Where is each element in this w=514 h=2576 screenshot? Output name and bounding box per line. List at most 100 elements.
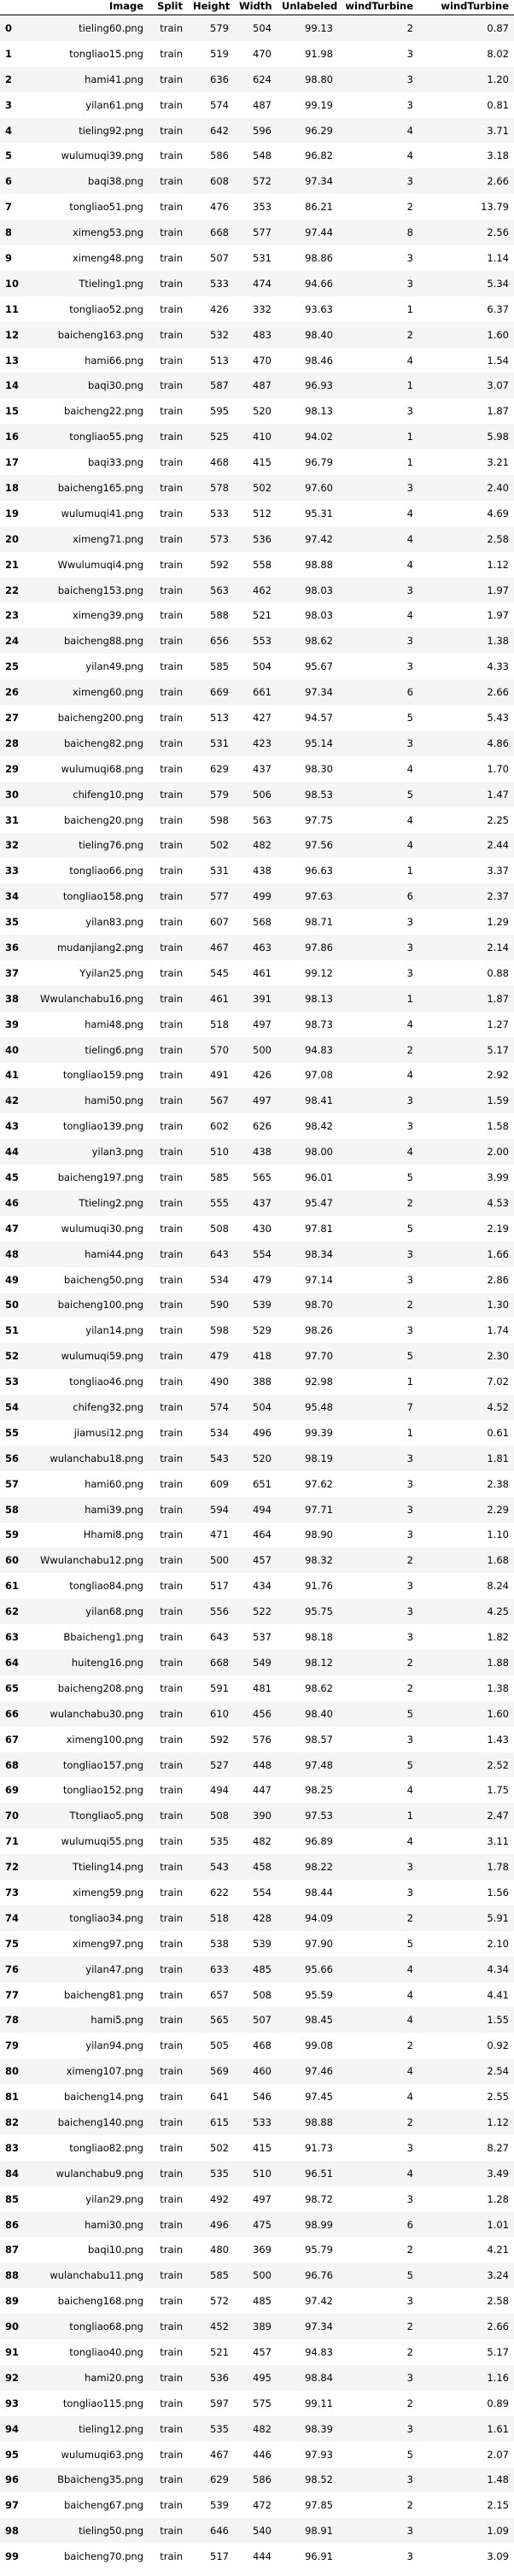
- split-cell: train: [160, 916, 183, 929]
- split-cell: train: [160, 1069, 183, 1082]
- image-cell: tongliao152.png: [62, 1784, 143, 1797]
- windturbine-percent-cell: 1.27: [487, 1018, 509, 1030]
- unlabeled-cell: 96.01: [305, 1171, 333, 1184]
- column-header-windturbine-count: windTurbine: [338, 0, 418, 15]
- split-cell: train: [149, 2110, 188, 2135]
- height-cell: 607: [210, 916, 229, 929]
- unlabeled-cell: 98.91: [277, 2518, 338, 2544]
- row-index: 6: [0, 168, 29, 195]
- image-cell: tongliao115.png: [62, 2397, 143, 2409]
- windturbine-count-cell: 6: [338, 883, 418, 910]
- windturbine-percent-cell: 3.07: [418, 373, 514, 399]
- windturbine-count-cell: 3: [338, 1088, 418, 1114]
- height-cell: 533: [210, 507, 229, 519]
- width-cell: 512: [253, 507, 272, 519]
- width-cell: 470: [253, 47, 272, 60]
- width-cell: 447: [253, 1784, 272, 1797]
- image-cell: baicheng82.png: [29, 730, 149, 756]
- windturbine-percent-cell: 1.38: [487, 1681, 509, 1694]
- unlabeled-cell: 98.34: [277, 1241, 338, 1267]
- table-row: 8 ximeng53.png train 668 577 97.44 8 2.56: [0, 220, 514, 246]
- row-index: 21: [5, 558, 20, 571]
- unlabeled-cell: 97.46: [277, 2058, 338, 2085]
- height-cell: 668: [188, 1650, 234, 1675]
- windturbine-percent-cell: 4.33: [487, 660, 509, 673]
- table-row: 67 ximeng100.png train 592 576 98.57 3 1.43: [0, 1727, 514, 1752]
- table-row: 59 Hhami8.png train 471 464 98.90 3 1.10: [0, 1523, 514, 1548]
- table-row: 83 tongliao82.png train 502 415 91.73 3 8.27: [0, 2135, 514, 2161]
- windturbine-count-cell: 3: [406, 1580, 413, 1593]
- width-cell: 448: [234, 1752, 277, 1778]
- width-cell: 553: [234, 628, 277, 654]
- windturbine-count-cell: 3: [406, 1529, 413, 1541]
- image-cell: wulumuqi39.png: [61, 150, 143, 162]
- windturbine-percent-cell: 1.68: [418, 1547, 514, 1574]
- table-row: 73 ximeng59.png train 622 554 98.44 3 1.56: [0, 1880, 514, 1905]
- windturbine-percent-cell: 1.20: [418, 66, 514, 92]
- height-cell: 533: [188, 270, 234, 296]
- split-cell: train: [149, 883, 188, 910]
- image-cell: ximeng59.png: [72, 1886, 143, 1898]
- row-index: 23: [5, 609, 20, 622]
- height-cell: 490: [210, 1376, 229, 1388]
- windturbine-count-cell: 2: [338, 1036, 418, 1063]
- windturbine-percent-cell: 2.66: [418, 679, 514, 706]
- windturbine-count-cell: 1: [406, 1376, 413, 1388]
- image-cell: baicheng168.png: [57, 2295, 143, 2308]
- table-row: 60 Wwulanchabu12.png train 500 457 98.32 2 1.68: [0, 1547, 514, 1574]
- width-cell: 504: [253, 660, 272, 673]
- split-cell: train: [149, 1599, 188, 1625]
- width-cell: 554: [234, 1241, 277, 1267]
- table-row: 70 Ttongliao5.png train 508 390 97.53 1 2.47: [0, 1803, 514, 1829]
- height-cell: 594: [188, 1496, 234, 1523]
- image-cell: baicheng14.png: [64, 2091, 143, 2104]
- height-cell: 574: [210, 98, 229, 111]
- unlabeled-cell: 97.85: [305, 2499, 333, 2512]
- unlabeled-cell: 97.48: [277, 1752, 338, 1778]
- split-cell: train: [160, 354, 183, 367]
- split-cell: train: [160, 507, 183, 519]
- unlabeled-cell: 98.39: [277, 2415, 338, 2442]
- split-cell: train: [149, 1904, 188, 1931]
- windturbine-percent-cell: 1.59: [418, 1088, 514, 1114]
- split-cell: train: [149, 525, 188, 552]
- windturbine-count-cell: 3: [406, 966, 413, 979]
- table-row: 17 baqi33.png train 468 415 96.79 1 3.21: [0, 449, 514, 475]
- windturbine-percent-cell: 6.37: [487, 302, 509, 315]
- width-cell: 475: [234, 2211, 277, 2238]
- table-row: 9 ximeng48.png train 507 531 98.86 3 1.14: [0, 245, 514, 271]
- windturbine-count-cell: 3: [406, 2192, 413, 2205]
- image-cell: yilan61.png: [85, 98, 143, 111]
- windturbine-count-cell: 3: [406, 98, 413, 111]
- table-row: 37 Yyilan25.png train 545 461 99.12 3 0.88: [0, 960, 514, 986]
- windturbine-percent-cell: 2.92: [487, 1069, 509, 1082]
- unlabeled-cell: 94.09: [277, 1904, 338, 1931]
- windturbine-percent-cell: 3.24: [418, 2262, 514, 2289]
- height-cell: 545: [210, 966, 229, 979]
- windturbine-percent-cell: 2.66: [418, 2314, 514, 2340]
- table-row: 0 tieling60.png train 579 504 99.13 2 0.87: [0, 15, 514, 41]
- table-row: 52 wulumuqi59.png train 479 418 97.70 5 2.30: [0, 1343, 514, 1370]
- row-index: 51: [5, 1324, 20, 1337]
- split-cell: train: [160, 1273, 183, 1286]
- height-cell: 505: [210, 2039, 229, 2052]
- split-cell: train: [160, 1681, 183, 1694]
- unlabeled-cell: 95.31: [305, 507, 333, 519]
- image-cell: tongliao55.png: [29, 424, 149, 450]
- unlabeled-cell: 98.40: [277, 1700, 338, 1727]
- image-cell: yilan94.png: [85, 2039, 143, 2052]
- row-index: 96: [0, 2467, 29, 2493]
- windturbine-count-cell: 4: [406, 507, 413, 519]
- height-cell: 535: [188, 2160, 234, 2186]
- height-cell: 555: [188, 1189, 234, 1216]
- width-cell: 391: [234, 985, 277, 1012]
- split-cell: train: [160, 2192, 183, 2205]
- image-cell: Yyilan25.png: [79, 966, 143, 979]
- windturbine-count-cell: 5: [406, 1222, 413, 1235]
- width-cell: 485: [234, 1956, 277, 1982]
- table-row: 16 tongliao55.png train 525 410 94.02 1 5.98: [0, 424, 514, 450]
- row-index: 14: [0, 373, 29, 399]
- unlabeled-cell: 97.86: [277, 935, 338, 960]
- windturbine-percent-cell: 2.86: [487, 1273, 509, 1286]
- windturbine-count-cell: 3: [338, 1241, 418, 1267]
